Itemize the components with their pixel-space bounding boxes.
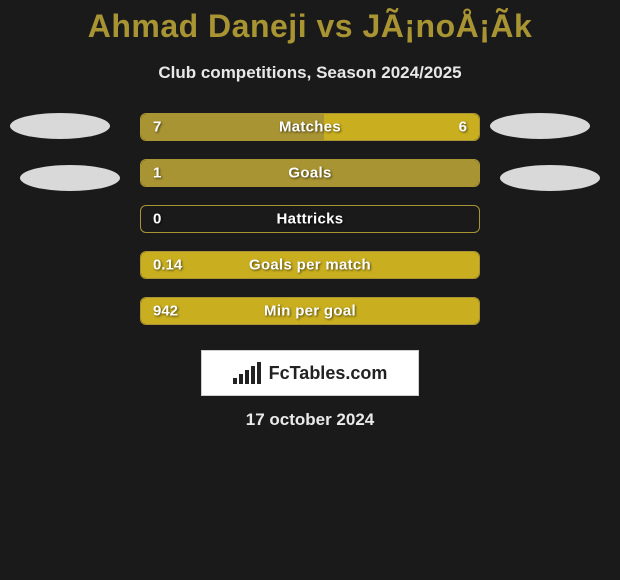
stat-row: 942 Min per goal: [140, 297, 480, 325]
stat-value-right: 6: [459, 119, 467, 136]
stat-value-left: 942: [153, 303, 178, 320]
stat-row: 0 Hattricks: [140, 205, 480, 233]
stat-value-left: 1: [153, 165, 161, 182]
brand-text: FcTables.com: [269, 363, 388, 384]
stat-value-left: 0: [153, 211, 161, 228]
stat-metric-label: Goals per match: [249, 257, 371, 274]
stat-row: 0.14 Goals per match: [140, 251, 480, 279]
stat-metric-label: Hattricks: [277, 211, 344, 228]
stat-metric-label: Goals: [288, 165, 331, 182]
stat-value-left: 7: [153, 119, 161, 136]
decorative-ellipse: [490, 113, 590, 139]
brand-badge[interactable]: FcTables.com: [201, 350, 419, 396]
logo-bar: [239, 374, 243, 384]
page-title: Ahmad Daneji vs JÃ¡noÅ¡Ãk: [0, 0, 620, 45]
decorative-ellipse: [500, 165, 600, 191]
brand-logo-icon: [233, 362, 261, 384]
logo-bar: [245, 370, 249, 384]
subtitle: Club competitions, Season 2024/2025: [0, 63, 620, 83]
stat-row: 7 6 Matches: [140, 113, 480, 141]
stat-metric-label: Min per goal: [264, 303, 356, 320]
stat-row: 1 Goals: [140, 159, 480, 187]
comparison-chart: 7 6 Matches 1 Goals 0 Hattricks 0.14 Goals per m…: [0, 113, 620, 323]
stat-bar-right: [324, 114, 479, 140]
decorative-ellipse: [20, 165, 120, 191]
stat-metric-label: Matches: [279, 119, 341, 136]
stat-value-left: 0.14: [153, 257, 182, 274]
logo-bar: [233, 378, 237, 384]
logo-bar: [257, 362, 261, 384]
date-label: 17 october 2024: [0, 410, 620, 430]
decorative-ellipse: [10, 113, 110, 139]
logo-bar: [251, 366, 255, 384]
